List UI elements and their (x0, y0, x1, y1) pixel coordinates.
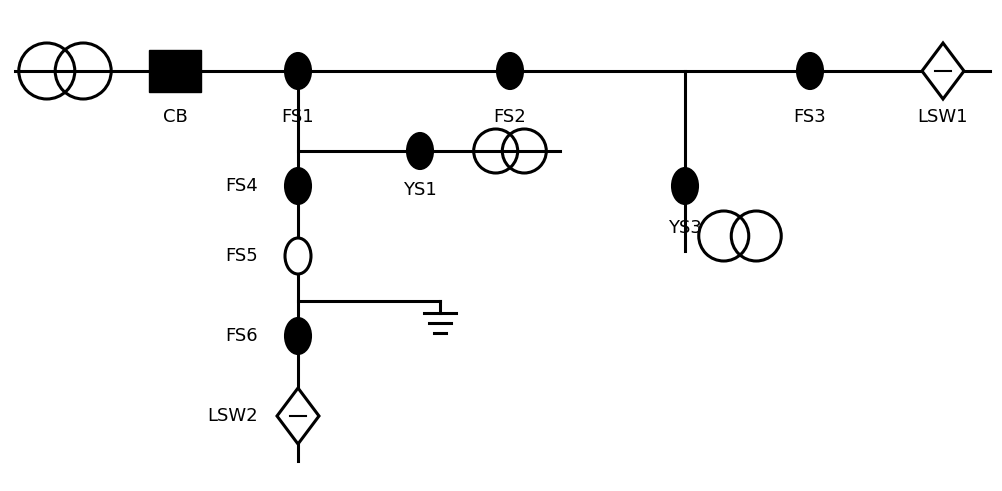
Text: FS6: FS6 (225, 327, 258, 345)
Polygon shape (921, 43, 963, 99)
Polygon shape (277, 388, 319, 444)
Text: CB: CB (162, 108, 187, 126)
Text: FS4: FS4 (225, 177, 258, 195)
Text: FS5: FS5 (225, 247, 258, 265)
Text: LSW2: LSW2 (207, 407, 258, 425)
Bar (149, 50, 200, 92)
Ellipse shape (497, 53, 522, 89)
Ellipse shape (285, 238, 311, 274)
Text: YS3: YS3 (667, 219, 701, 237)
Ellipse shape (285, 168, 311, 204)
Text: YS1: YS1 (403, 181, 437, 199)
Ellipse shape (285, 53, 311, 89)
Text: FS1: FS1 (282, 108, 314, 126)
Ellipse shape (285, 318, 311, 354)
Ellipse shape (407, 133, 433, 169)
Text: FS2: FS2 (493, 108, 526, 126)
Text: FS3: FS3 (793, 108, 826, 126)
Text: LSW1: LSW1 (917, 108, 967, 126)
Ellipse shape (797, 53, 823, 89)
Ellipse shape (671, 168, 697, 204)
